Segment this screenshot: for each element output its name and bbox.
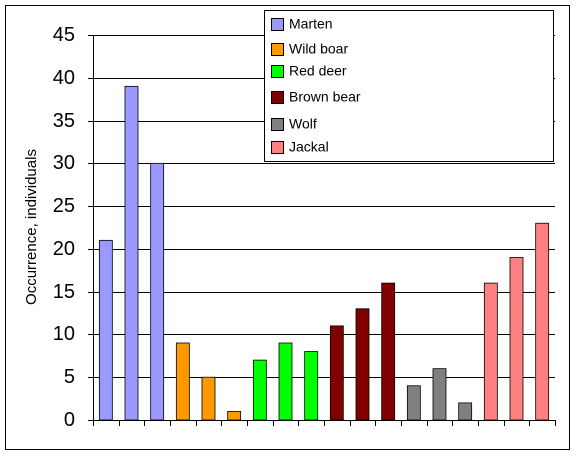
y-tick-label: 40 (53, 67, 75, 89)
legend-label: Wild boar (289, 41, 348, 57)
legend-label: Red deer (289, 63, 347, 79)
bar (458, 402, 473, 421)
legend-swatch (271, 118, 284, 131)
y-axis-label: Occurrence, individuals (23, 149, 40, 305)
bar (201, 376, 216, 421)
plot-area: 0 5 10 15 20 25 30 35 40 45 (53, 24, 556, 431)
legend-swatch (271, 65, 284, 78)
y-tick-label: 10 (53, 323, 75, 345)
bar (355, 308, 370, 421)
legend-swatch (271, 18, 284, 31)
y-tick-label: 35 (53, 110, 75, 132)
bar (381, 282, 396, 421)
bar (150, 162, 165, 421)
y-tick-label: 0 (64, 409, 75, 431)
y-tick-label: 25 (53, 195, 75, 217)
bar (98, 239, 113, 421)
legend-swatch (271, 141, 284, 154)
legend-swatch (271, 43, 284, 56)
y-tick-label: 30 (53, 152, 75, 174)
bar (175, 342, 190, 421)
y-tick-label: 20 (53, 238, 75, 260)
bar (329, 325, 344, 421)
legend: Marten Wild boar Red deer Brown bear Wolf Jac… (264, 10, 554, 162)
legend-label: Jackal (289, 139, 329, 155)
bar (252, 359, 267, 421)
legend-label: Wolf (289, 116, 317, 132)
legend-label: Brown bear (289, 89, 361, 105)
bar (304, 351, 319, 421)
y-tick-label: 15 (53, 281, 75, 303)
bar (509, 257, 524, 421)
legend-swatch (271, 91, 284, 104)
bar (406, 385, 421, 421)
bar (227, 411, 242, 421)
bar (124, 85, 139, 421)
bar (535, 222, 550, 421)
y-tick-label: 45 (53, 24, 75, 46)
legend-box (264, 10, 554, 162)
y-tick-label: 5 (64, 366, 75, 388)
legend-label: Marten (289, 16, 333, 32)
bar (278, 342, 293, 421)
bar (432, 368, 447, 421)
bar (483, 282, 498, 421)
